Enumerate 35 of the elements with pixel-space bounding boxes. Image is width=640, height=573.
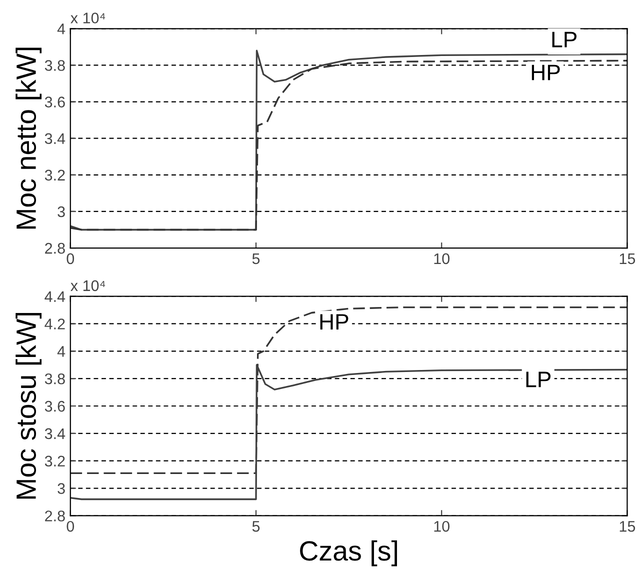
- x-tick-label: 0: [66, 253, 74, 264]
- y-tick-label: 3: [58, 206, 65, 218]
- y-tick-label: 3.2: [44, 170, 65, 181]
- annotation: LP: [526, 372, 551, 388]
- x-tick-label: 5: [252, 253, 260, 264]
- annotation: HP: [532, 64, 560, 80]
- line-series: [70, 364, 628, 500]
- y-tick-label: 4.4: [44, 291, 66, 302]
- x-tick-label: 5: [252, 521, 260, 532]
- y-tick-label: 2.8: [45, 242, 65, 254]
- x-axis-title: Czas [s]: [300, 540, 397, 566]
- y-tick-label: 4: [57, 346, 66, 357]
- y-tick-label: 3.4: [44, 428, 66, 440]
- annotation: LP: [552, 32, 577, 48]
- y-tick-label: 3.6: [44, 96, 65, 108]
- y-tick-label: 3: [58, 483, 65, 494]
- text: x 10⁴: [70, 280, 106, 292]
- x-tick-label: 0: [66, 520, 74, 532]
- y-tick-label: 3.2: [44, 456, 65, 467]
- x-tick-label: 10: [434, 520, 450, 532]
- x-tick-label: 15: [620, 521, 636, 532]
- line-series: [70, 306, 628, 474]
- annotation: HP: [320, 314, 348, 330]
- y-axis-title: Moc netto [kW]: [16, 48, 42, 229]
- y-tick-label: 3.4: [44, 133, 66, 144]
- y-tick-label: 2.8: [45, 510, 65, 522]
- x-tick-label: 10: [434, 253, 450, 264]
- text: x 10⁴: [70, 12, 106, 24]
- y-tick-label: 3.8: [44, 60, 65, 71]
- y-tick-label: 3.6: [44, 400, 65, 412]
- y-tick-label: 4.2: [44, 318, 65, 330]
- y-tick-label: 4: [57, 24, 66, 34]
- x-tick-label: 15: [620, 253, 636, 264]
- y-tick-label: 3.8: [44, 373, 65, 384]
- y-axis-title: Moc stosu [kW]: [16, 313, 42, 499]
